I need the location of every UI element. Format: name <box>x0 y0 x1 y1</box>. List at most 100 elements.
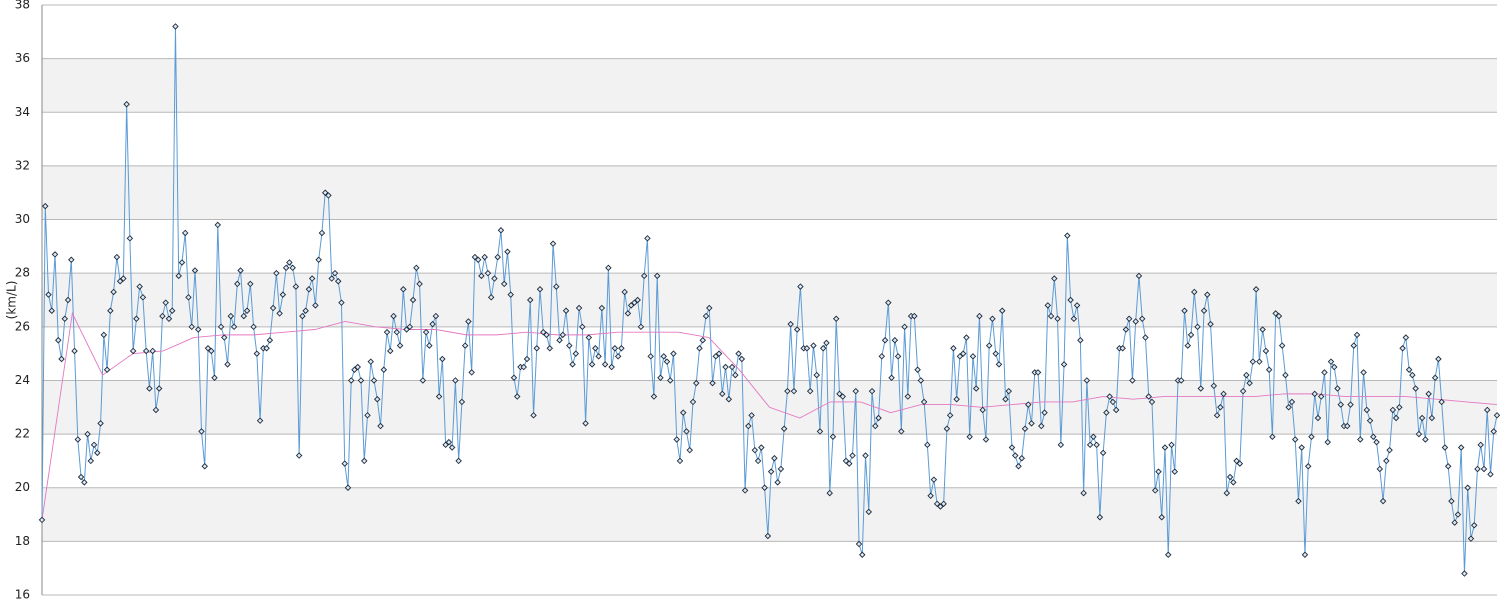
data-point <box>1441 444 1449 451</box>
data-point <box>77 473 85 481</box>
data-point <box>979 406 986 414</box>
y-tick-label: 38 <box>15 0 30 12</box>
data-point <box>914 366 921 373</box>
data-point <box>1418 414 1426 422</box>
data-point <box>68 256 75 264</box>
data-point <box>637 323 645 331</box>
data-point <box>754 457 762 465</box>
data-point <box>487 294 495 301</box>
data-point <box>728 363 736 371</box>
data-point <box>1350 342 1358 349</box>
data-point <box>445 438 453 446</box>
data-point <box>1187 331 1195 339</box>
data-point <box>605 264 612 272</box>
data-point <box>1256 358 1263 365</box>
data-point <box>816 428 824 435</box>
data-point <box>1112 406 1120 414</box>
data-point <box>585 334 593 341</box>
data-point <box>159 312 166 320</box>
data-point <box>129 347 137 355</box>
data-point <box>1392 414 1400 422</box>
data-point <box>305 286 313 293</box>
data-point <box>963 334 970 341</box>
data-point <box>881 336 889 344</box>
data-point <box>126 235 134 242</box>
data-point <box>1353 331 1361 339</box>
data-point <box>195 326 202 333</box>
data-point <box>930 476 938 483</box>
data-point <box>1012 452 1019 459</box>
data-point <box>546 345 554 352</box>
data-point <box>500 280 508 288</box>
data-point <box>354 363 361 371</box>
data-point <box>702 312 710 320</box>
data-point <box>1038 422 1045 430</box>
data-point <box>1295 497 1302 505</box>
data-point <box>227 312 235 320</box>
data-point <box>966 433 973 441</box>
data-point <box>1041 409 1048 416</box>
data-point <box>1246 379 1253 387</box>
data-point <box>1230 479 1237 486</box>
data-point <box>188 323 195 331</box>
data-point <box>152 406 160 414</box>
data-point <box>110 288 117 296</box>
data-point <box>1366 417 1374 424</box>
data-point <box>243 307 251 314</box>
data-point <box>452 377 459 384</box>
data-point <box>1474 465 1481 473</box>
data-point <box>1467 535 1475 542</box>
data-point <box>116 277 124 285</box>
data-point <box>1044 302 1052 309</box>
data-point <box>1119 345 1126 352</box>
data-point <box>435 393 443 400</box>
data-point <box>1099 449 1107 457</box>
data-point <box>1252 286 1260 293</box>
data-point <box>676 457 684 465</box>
data-point <box>738 355 746 363</box>
data-point <box>383 328 391 336</box>
data-point <box>474 256 482 264</box>
data-point <box>178 259 186 266</box>
data-point <box>1363 406 1371 414</box>
data-point <box>950 345 957 352</box>
data-point <box>836 390 843 398</box>
data-point <box>849 452 856 459</box>
data-point <box>943 425 951 432</box>
data-point <box>894 353 902 360</box>
data-point <box>282 264 290 272</box>
data-point <box>1262 347 1270 355</box>
data-point <box>136 283 143 290</box>
data-point <box>839 393 846 400</box>
data-point <box>732 371 739 379</box>
data-point <box>1210 382 1218 390</box>
data-point <box>1138 315 1146 323</box>
data-point <box>38 516 46 524</box>
data-point <box>686 446 693 454</box>
data-point <box>1461 570 1468 577</box>
data-point <box>806 387 814 395</box>
data-point <box>1317 393 1325 400</box>
data-point <box>513 393 521 400</box>
data-point <box>168 307 176 314</box>
data-point <box>240 312 248 320</box>
data-point <box>1197 385 1205 392</box>
data-point <box>621 288 628 296</box>
data-point <box>308 275 316 282</box>
data-point <box>1129 377 1136 384</box>
data-point <box>318 229 326 237</box>
data-point <box>1220 390 1227 398</box>
data-point <box>787 320 794 328</box>
data-point <box>295 452 303 459</box>
data-point <box>393 328 401 336</box>
data-point <box>868 387 876 395</box>
data-point <box>627 302 635 309</box>
data-point <box>1178 377 1185 384</box>
data-point <box>1207 320 1214 328</box>
data-point <box>97 420 104 427</box>
data-point <box>471 253 479 261</box>
data-point <box>946 412 954 419</box>
data-point <box>289 264 296 272</box>
y-tick-label: 20 <box>15 480 30 494</box>
